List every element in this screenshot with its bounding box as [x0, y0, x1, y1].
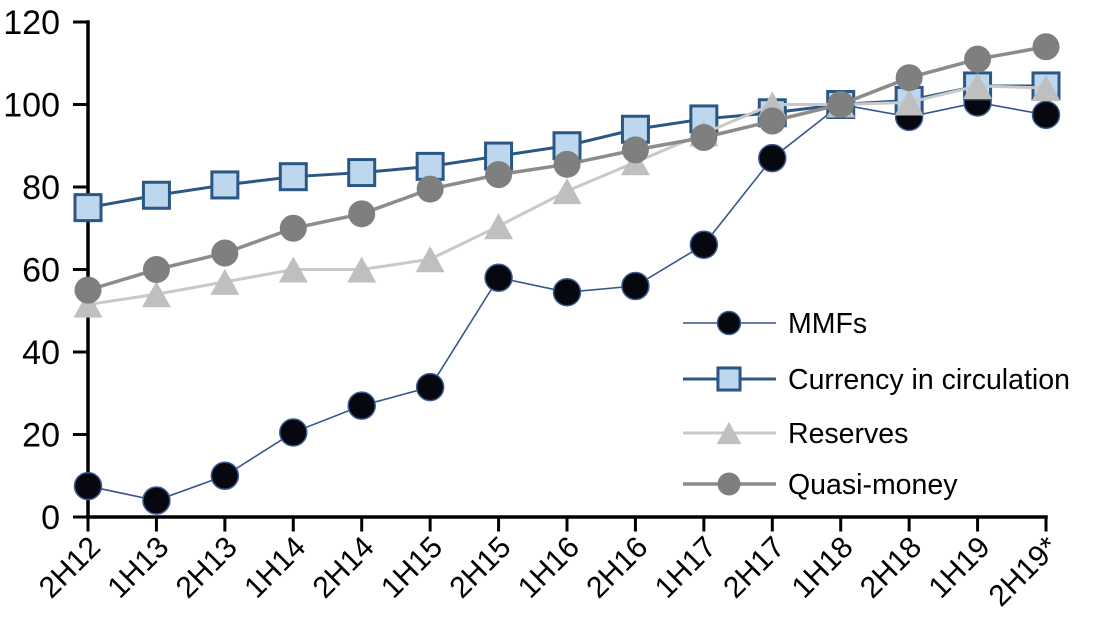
marker-reserves-1H19: [963, 72, 993, 99]
marker-quasi-money-1H13: [142, 256, 170, 283]
x-tick-label-2h17: 2H17: [717, 531, 791, 605]
legend-item-quasi-money: Quasi-money: [683, 469, 958, 501]
marker-mmfs-1H13: [142, 486, 171, 515]
x-tick-label-1h18: 1H18: [786, 531, 860, 605]
legend-label-currency-in-circulation: Currency in circulation: [788, 364, 1070, 396]
marker-quasi-money-2H19*: [1032, 33, 1060, 61]
y-tick-label-0: 0: [41, 499, 60, 537]
x-tick-label-1h15: 1H15: [375, 531, 449, 605]
x-tick-label-2h12: 2H12: [33, 531, 107, 605]
marker-mmfs-2H13: [210, 461, 240, 490]
legend-item-reserves: Reserves: [683, 418, 908, 450]
y-tick-label-60: 60: [22, 252, 60, 290]
marker-reserves-2H18: [894, 89, 924, 116]
y-tick-label-120: 120: [3, 4, 60, 42]
marker-mmfs-1H17: [689, 230, 719, 259]
marker-reserves-1H13: [141, 281, 171, 308]
marker-mmfs-1H15: [415, 372, 445, 402]
y-tick-label-40: 40: [22, 334, 60, 372]
legend-item-currency-in-circulation: Currency in circulation: [683, 364, 1070, 396]
marker-mmfs-1H16: [552, 277, 582, 307]
legend: MMFs Currency in circulation Reserves Quasi…: [683, 308, 1070, 501]
marker-mmfs-2H19*: [1031, 100, 1061, 130]
marker-currency-in-circulation-1H15: [415, 151, 445, 181]
x-tick-label-2h19: 2H19*: [983, 530, 1066, 613]
marker-currency-in-circulation-1H14: [278, 162, 308, 192]
marker-mmfs-2H14: [347, 391, 376, 420]
legend-marker-mmfs: [716, 310, 742, 336]
marker-mmfs-2H17: [758, 143, 787, 173]
marker-mmfs-2H12: [73, 471, 103, 501]
marker-reserves-1H16: [552, 178, 582, 205]
marker-reserves-2H14: [347, 256, 377, 283]
marker-reserves-1H15: [415, 246, 445, 273]
marker-quasi-money-2H17: [758, 107, 786, 135]
y-tick-label-80: 80: [22, 169, 60, 207]
marker-quasi-money-2H14: [348, 200, 376, 228]
x-tick-label-2h14: 2H14: [307, 531, 381, 605]
marker-quasi-money-1H19: [964, 45, 992, 73]
legend-marker-quasi-money: [717, 472, 741, 496]
marker-quasi-money-2H18: [895, 64, 923, 92]
marker-mmfs-2H15: [484, 263, 513, 292]
marker-mmfs-2H16: [621, 271, 650, 301]
x-tick-label-2h13: 2H13: [170, 531, 244, 605]
marker-currency-in-circulation-1H13: [141, 180, 171, 210]
legend-marker-reserves: [716, 421, 742, 445]
marker-quasi-money-2H13: [211, 239, 239, 267]
marker-quasi-money-2H16: [621, 136, 649, 164]
marker-quasi-money-1H17: [690, 124, 718, 151]
marker-reserves-1H14: [278, 256, 308, 283]
marker-currency-in-circulation-2H14: [347, 158, 377, 188]
x-tick-label-2h18: 2H18: [854, 531, 928, 605]
marker-quasi-money-2H12: [74, 276, 102, 304]
marker-mmfs-1H14: [279, 418, 308, 447]
legend-label-mmfs: MMFs: [788, 308, 867, 340]
x-tick-label-1h16: 1H16: [512, 531, 586, 605]
marker-currency-in-circulation-2H13: [210, 170, 240, 200]
y-tick-label-20: 20: [22, 417, 60, 455]
x-tick-label-1h14: 1H14: [238, 531, 312, 605]
marker-currency-in-circulation-2H12: [73, 193, 103, 223]
legend-marker-currency-in-circulation: [716, 366, 742, 392]
legend-item-mmfs: MMFs: [683, 308, 867, 340]
legend-label-quasi-money: Quasi-money: [788, 469, 958, 501]
marker-reserves-2H15: [484, 213, 514, 240]
x-tick-label-2h15: 2H15: [443, 531, 517, 605]
marker-quasi-money-1H14: [279, 214, 307, 242]
marker-quasi-money-1H18: [827, 91, 855, 118]
series-reserves: [73, 72, 1061, 318]
series-mmfs: [73, 88, 1061, 515]
marker-reserves-2H19*: [1031, 74, 1061, 102]
x-tick-label-1h13: 1H13: [101, 531, 175, 605]
series-quasi-money: [74, 33, 1060, 304]
x-tick-label-1h17: 1H17: [649, 531, 723, 605]
legend-label-reserves: Reserves: [788, 418, 908, 450]
x-tick-label-2h16: 2H16: [580, 531, 654, 605]
y-tick-label-100: 100: [3, 87, 60, 125]
marker-quasi-money-1H16: [553, 150, 581, 178]
marker-quasi-money-2H15: [485, 161, 513, 189]
marker-quasi-money-1H15: [416, 175, 444, 203]
marker-reserves-2H13: [210, 268, 240, 295]
marker-reserves-2H12: [73, 291, 103, 318]
